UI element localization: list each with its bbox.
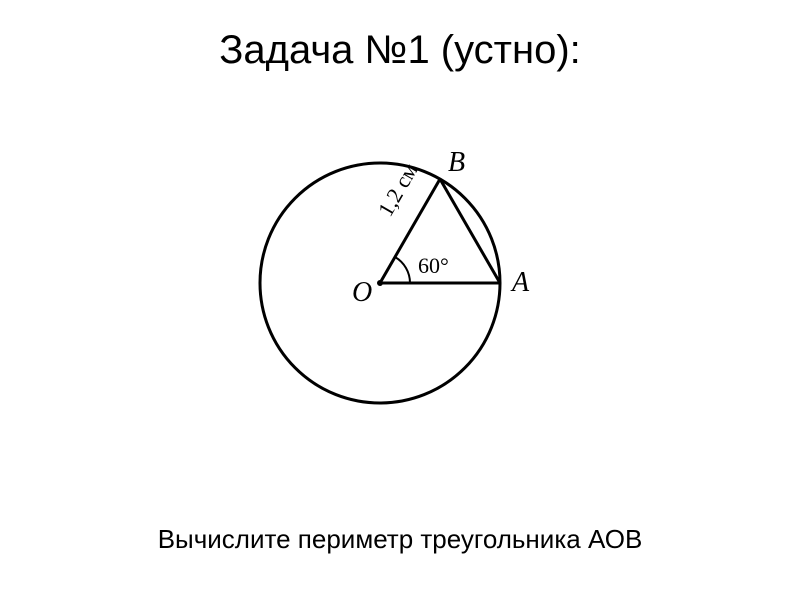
geometry-diagram: O A B 1,2 см 60° [200,108,600,428]
label-radius-length: 1,2 см [373,159,423,221]
diagram-container: O A B 1,2 см 60° [200,108,600,428]
label-angle: 60° [418,253,449,278]
angle-arc [395,257,410,283]
label-B: B [448,147,465,178]
label-O: O [352,277,372,308]
label-A: A [510,267,530,298]
line-AB [440,179,500,283]
problem-caption: Вычислите периметр треугольника АОВ [0,524,800,555]
center-dot [377,280,383,286]
problem-title: Задача №1 (устно): [219,28,581,73]
